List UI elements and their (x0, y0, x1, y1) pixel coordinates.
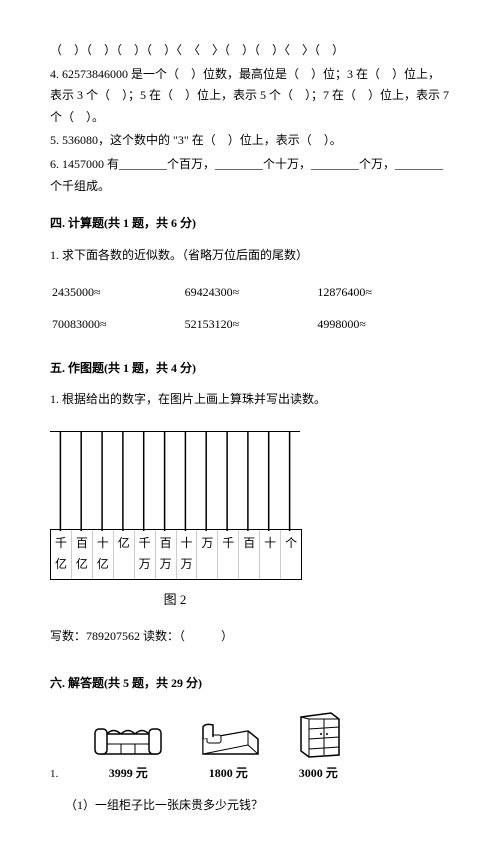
bed-price: 1800 元 (209, 763, 248, 785)
approx-cell: 70083000≈ (52, 310, 183, 340)
question-5: 5. 536080，这个数中的 "3" 在（ ）位上，表示（ ）。 (50, 130, 450, 152)
sofa-item: 3999 元 (93, 719, 163, 785)
approx-cell: 2435000≈ (52, 278, 183, 308)
place-label: 万 (197, 530, 218, 579)
question-6: 6. 1457000 有________个百万，________个十万，____… (50, 154, 450, 197)
place-label: 百万 (156, 530, 177, 579)
sofa-icon (93, 719, 163, 759)
place-label: 千万 (135, 530, 156, 579)
section-6-sub1: （1）一组柜子比一张床贵多少元钱？ (65, 795, 450, 817)
approx-cell: 69424300≈ (185, 278, 316, 308)
place-label: 千亿 (51, 530, 72, 579)
q1-number: 1. (50, 765, 58, 785)
cabinet-price: 3000 元 (299, 763, 338, 785)
place-label: 十万 (177, 530, 198, 579)
abacus-svg (50, 431, 300, 531)
place-label: 十 (260, 530, 281, 579)
bed-item: 1800 元 (193, 719, 263, 785)
sofa-price: 3999 元 (109, 763, 148, 785)
place-label: 亿 (114, 530, 135, 579)
write-read-number: 写数：789207562 读数：（ ） (50, 626, 450, 648)
furniture-row: 1. 3999 元 1800 元 (50, 709, 450, 785)
figure-label: 图 2 (50, 588, 300, 611)
section-6-title: 六. 解答题(共 5 题，共 29 分) (50, 673, 450, 695)
section-5-q1: 1. 根据给出的数字，在图片上画上算珠并写出读数。 (50, 389, 450, 411)
approx-table: 2435000≈ 69424300≈ 12876400≈ 70083000≈ 5… (50, 276, 450, 341)
place-label: 百 (239, 530, 260, 579)
section-5-title: 五. 作图题(共 1 题，共 4 分) (50, 358, 450, 380)
section-4-q1: 1. 求下面各数的近似数。（省略万位后面的尾数） (50, 245, 450, 267)
place-label: 百亿 (72, 530, 93, 579)
bed-icon (193, 719, 263, 759)
question-4: 4. 62573846000 是一个（ ）位数，最高位是（ ）位；3 在（ ）位… (50, 64, 450, 129)
approx-cell: 12876400≈ (317, 278, 448, 308)
abacus-diagram: 千亿 百亿 十亿 亿 千万 百万 十万 万 千 百 十 个 图 2 (50, 431, 300, 612)
brackets-line: （ ）（ ）（ ）（ ）〈 〈 〉（ ）（ ）〈 〉（ ） (50, 40, 450, 62)
abacus-labels: 千亿 百亿 十亿 亿 千万 百万 十万 万 千 百 十 个 (50, 529, 302, 580)
place-label: 十亿 (93, 530, 114, 579)
place-label: 千 (218, 530, 239, 579)
approx-cell: 4998000≈ (317, 310, 448, 340)
approx-cell: 52153120≈ (185, 310, 316, 340)
cabinet-icon (293, 709, 343, 759)
place-label: 个 (281, 530, 301, 579)
section-4-title: 四. 计算题(共 1 题，共 6 分) (50, 213, 450, 235)
cabinet-item: 3000 元 (293, 709, 343, 785)
